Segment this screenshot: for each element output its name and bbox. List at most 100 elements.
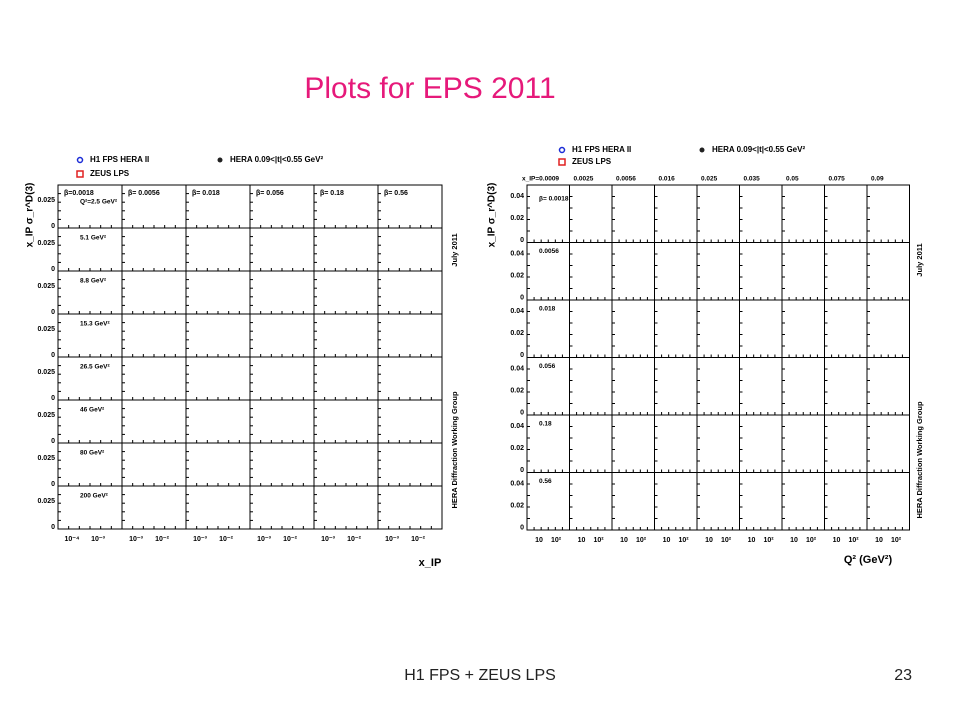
- beta-label: β= 0.0018: [539, 196, 569, 203]
- y-tick-label: 0.025: [37, 498, 55, 505]
- panel: [121, 442, 187, 487]
- x-tick-label: 10: [535, 537, 543, 544]
- x-tick-label: 10⁻²: [411, 536, 425, 543]
- panel: [377, 485, 443, 530]
- y-tick-label: 0.04: [510, 423, 524, 430]
- xip-label: 0.0025: [574, 176, 594, 183]
- y-tick-label: 0.04: [510, 308, 524, 315]
- q2-label: 80 GeV²: [80, 450, 105, 457]
- y-tick-label: 0.025: [37, 326, 55, 333]
- x-tick-label: 10: [578, 537, 586, 544]
- y-tick-label: 0.02: [510, 445, 524, 452]
- panel: [781, 472, 825, 531]
- x-tick-label: 10: [833, 537, 841, 544]
- x-tick-label: 10⁻³: [129, 536, 143, 543]
- legend-entry: HERA 0.09<|t|<0.55 GeV²: [230, 155, 323, 164]
- panel: [781, 299, 825, 358]
- x-tick-label: 10⁻³: [257, 536, 271, 543]
- beta-label: 0.056: [539, 363, 556, 370]
- panel: [121, 313, 187, 358]
- y-tick-label: 0.025: [37, 197, 55, 204]
- x-tick-label: 10²: [551, 537, 562, 544]
- xip-label: 0.025: [701, 176, 718, 183]
- panel: [121, 356, 187, 401]
- x-tick-label: 10: [748, 537, 756, 544]
- x-tick-label: 10²: [678, 537, 689, 544]
- panel: [377, 399, 443, 444]
- x-tick-label: 10⁻⁴: [65, 536, 80, 543]
- panel: [739, 242, 783, 301]
- beta-label: β= 0.0056: [128, 190, 160, 197]
- panel: [569, 184, 613, 243]
- panel: [185, 227, 251, 272]
- x-tick-label: 10⁻³: [193, 536, 207, 543]
- panel: [611, 357, 655, 416]
- panel: [611, 414, 655, 473]
- xip-label: 0.0056: [616, 176, 636, 183]
- y-tick-label: 0: [520, 467, 524, 474]
- panel: [611, 472, 655, 531]
- x-tick-label: 10²: [593, 537, 604, 544]
- legend-marker: [76, 156, 84, 164]
- panel: [696, 184, 740, 243]
- panel: [569, 357, 613, 416]
- x-tick-label: 10²: [848, 537, 859, 544]
- legend-entry: HERA 0.09<|t|<0.55 GeV²: [712, 145, 805, 154]
- y-tick-label: 0: [51, 481, 55, 488]
- panel: [313, 313, 379, 358]
- panel: [866, 414, 910, 473]
- panel: [824, 184, 868, 243]
- panel: [696, 472, 740, 531]
- panel: [377, 313, 443, 358]
- x-tick-label: 10⁻²: [283, 536, 297, 543]
- x-axis-label: x_IP: [419, 557, 442, 569]
- y-tick-label: 0.04: [510, 250, 524, 257]
- legend-marker: [699, 147, 705, 153]
- x-tick-label: 10⁻²: [347, 536, 361, 543]
- panel: [121, 485, 187, 530]
- panel: [313, 227, 379, 272]
- beta-label: β= 0.056: [256, 190, 284, 197]
- beta-label: 0.56: [539, 478, 552, 485]
- x-tick-label: 10⁻³: [321, 536, 335, 543]
- xip-label: x_IP=0.0009: [522, 176, 559, 183]
- panel: [824, 299, 868, 358]
- y-tick-label: 0.025: [37, 412, 55, 419]
- x-tick-label: 10²: [806, 537, 817, 544]
- panel: [739, 414, 783, 473]
- y-tick-label: 0: [51, 223, 55, 230]
- x-tick-label: 10: [790, 537, 798, 544]
- side-note: July 2011: [915, 243, 924, 276]
- x-tick-label: 10²: [891, 537, 902, 544]
- legend-marker: [76, 170, 84, 178]
- panel: [377, 356, 443, 401]
- panel: [654, 184, 698, 243]
- legend-marker: [558, 146, 566, 154]
- panel: [611, 242, 655, 301]
- x-axis-label: Q² (GeV²): [844, 554, 893, 566]
- q2-label: Q²=2.5 GeV²: [80, 199, 118, 206]
- x-tick-label: 10: [663, 537, 671, 544]
- panel: [824, 242, 868, 301]
- legend-entry: ZEUS LPS: [572, 157, 612, 166]
- y-tick-label: 0.02: [510, 330, 524, 337]
- panel: [696, 357, 740, 416]
- x-tick-label: 10: [875, 537, 883, 544]
- x-tick-label: 10: [705, 537, 713, 544]
- side-note: HERA Diffraction Working Group: [450, 391, 459, 509]
- footer: H1 FPS + ZEUS LPS: [404, 667, 556, 684]
- beta-label: β=0.0018: [64, 190, 94, 197]
- panel: [739, 472, 783, 531]
- y-tick-label: 0.02: [510, 215, 524, 222]
- panel: [739, 299, 783, 358]
- x-tick-label: 10⁻²: [219, 536, 233, 543]
- y-tick-label: 0.025: [37, 369, 55, 376]
- y-tick-label: 0: [520, 237, 524, 244]
- panel: [696, 242, 740, 301]
- y-tick-label: 0: [51, 438, 55, 445]
- panel: [185, 270, 251, 315]
- panel: [569, 472, 613, 531]
- panel: [866, 299, 910, 358]
- xip-label: 0.075: [829, 176, 846, 183]
- y-tick-label: 0.025: [37, 455, 55, 462]
